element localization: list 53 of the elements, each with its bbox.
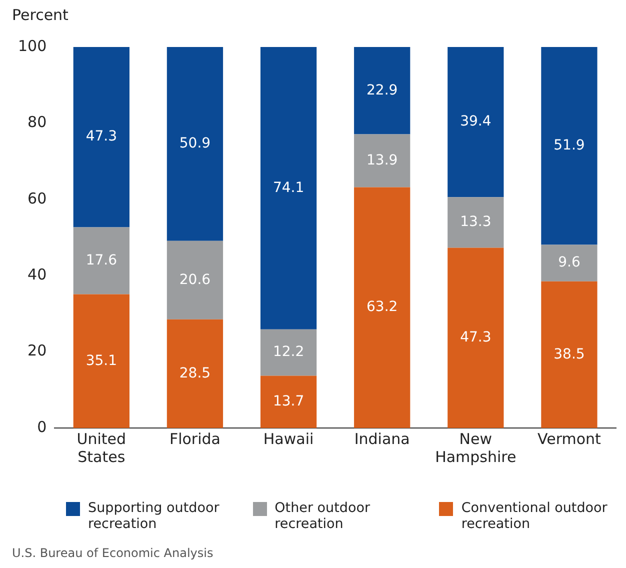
data-label: 51.9 [554,138,585,154]
legend-label: Supporting outdoor recreation [88,500,220,532]
data-label: 13.7 [272,394,304,410]
bar [73,294,130,428]
data-label: 17.6 [86,252,118,268]
data-label: 20.6 [179,272,211,288]
data-label: 13.9 [366,152,398,168]
bar [541,47,598,245]
data-label: 35.1 [86,352,117,369]
bar [73,47,130,228]
legend-label: Other outdoor recreation [274,500,372,532]
data-label: 13.3 [460,214,492,230]
x-tick-label: United States [76,430,126,466]
y-axis-title: Percent [12,6,68,24]
data-label: 39.4 [460,114,492,130]
bar [260,329,317,376]
bar [73,227,130,294]
y-tick-label: 80 [28,113,47,132]
data-label: 63.2 [366,299,398,316]
bar [354,134,410,188]
data-label: 28.5 [179,365,211,382]
data-label: 50.9 [179,136,211,152]
legend-label: Conventional outdoor recreation [461,500,608,532]
y-tick-label: 100 [18,36,47,55]
x-tick-label: Vermont [538,430,602,448]
x-tick-label: Florida [169,430,220,448]
bar [166,319,224,428]
y-tick-label: 60 [28,189,47,208]
bar [354,187,410,428]
data-label: 47.3 [460,330,492,346]
bar [166,240,224,320]
text: U.S. Bureau of Economic Analysis [12,546,214,560]
y-tick-label: 40 [28,265,47,284]
bar [541,244,598,282]
data-label: 22.9 [366,82,398,98]
data-label: 38.5 [554,346,585,362]
bar [166,47,224,241]
data-label: 74.1 [272,180,304,196]
x-tick-label: New Hampshire [435,430,516,466]
bar [448,47,504,198]
y-tick-label: 0 [37,418,47,436]
bar [541,281,598,428]
data-label: 47.3 [86,128,117,145]
bar [354,47,410,134]
y-tick-label: 20 [28,342,47,360]
bar [448,197,504,248]
x-tick-label: Indiana [354,430,410,448]
data-label: 12.2 [272,344,304,360]
bar [448,248,504,428]
data-label: 9.6 [558,254,580,271]
bar [260,376,317,428]
x-tick-label: Hawaii [263,430,314,448]
bar [260,47,317,330]
